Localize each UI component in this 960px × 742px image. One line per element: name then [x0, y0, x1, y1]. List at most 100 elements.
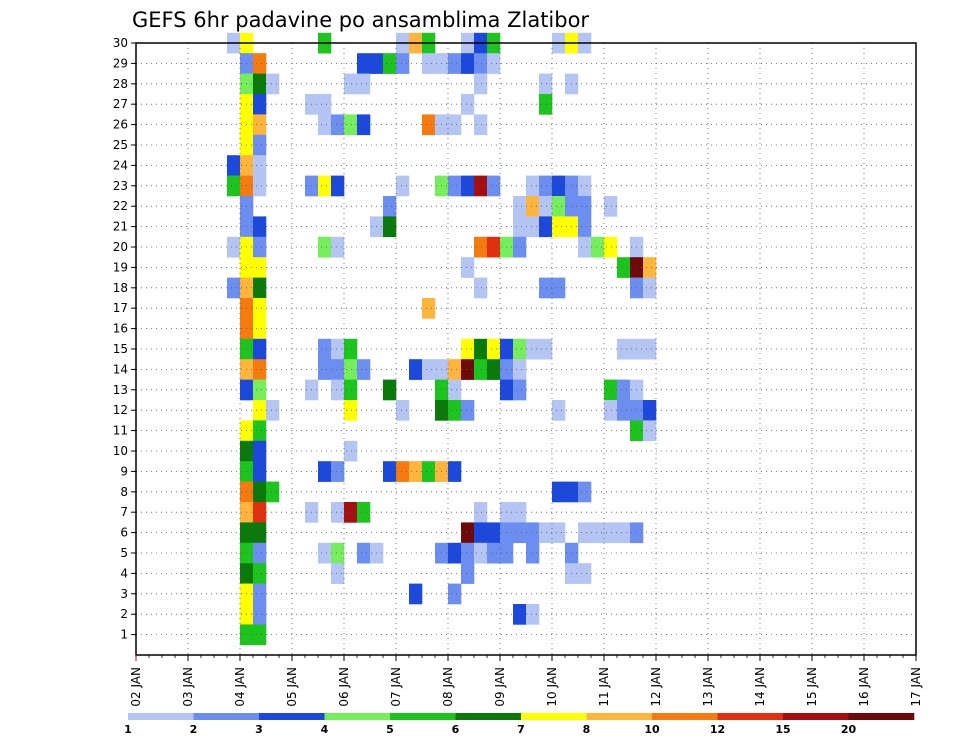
heatmap-cell — [578, 196, 592, 217]
colorbar-swatch — [128, 713, 194, 720]
heatmap-cell — [474, 73, 488, 95]
heatmap-cell — [227, 277, 241, 299]
heatmap-cell — [474, 175, 488, 197]
heatmap-cell — [474, 236, 488, 258]
colorbar-swatch — [652, 713, 718, 720]
heatmap-cell — [253, 318, 267, 340]
x-axis: 02 JAN 03 JAN 04 JAN 05 JAN 06 JAN 07 JAN 08 J… — [129, 655, 923, 707]
heatmap-cell — [253, 73, 267, 95]
heatmap-cell — [448, 53, 462, 74]
y-tick-label: 3 — [120, 587, 128, 601]
heatmap-cell — [383, 196, 397, 217]
heatmap-cell — [331, 461, 345, 482]
y-tick-label: 5 — [120, 546, 128, 560]
heatmap-cell — [513, 522, 527, 544]
heatmap-cell — [487, 542, 501, 564]
heatmap-cell — [422, 53, 436, 74]
colorbar-label: 2 — [190, 723, 198, 736]
heatmap-cell — [604, 379, 618, 401]
chart-title: GEFS 6hr padavine po ansamblima Zlatibor — [132, 8, 589, 32]
heatmap-cell — [422, 359, 436, 380]
y-tick-label: 18 — [113, 281, 128, 295]
heatmap-cell — [448, 114, 462, 136]
heatmap-cell — [604, 522, 618, 544]
heatmap-cell — [617, 522, 631, 544]
heatmap-cell — [357, 359, 371, 380]
y-tick-label: 7 — [120, 505, 128, 519]
heatmap-cell — [591, 236, 605, 258]
y-tick-label: 12 — [113, 403, 128, 417]
heatmap-cell — [461, 338, 475, 360]
heatmap-cell — [253, 440, 267, 462]
heatmap-cell — [253, 216, 267, 238]
heatmap-cell — [253, 155, 267, 176]
heatmap-cell — [331, 359, 345, 380]
heatmap-cell — [539, 94, 553, 115]
heatmap-cell — [383, 53, 397, 74]
x-tick-label: 16 JAN — [857, 667, 871, 707]
heatmap-cell — [526, 604, 540, 625]
heatmap-cell — [253, 563, 267, 584]
y-tick-label: 30 — [113, 36, 128, 50]
heatmap-cell — [487, 236, 501, 258]
heatmap-cell — [461, 522, 475, 544]
heatmap-cell — [344, 338, 358, 360]
heatmap-cell — [318, 359, 332, 380]
heatmap-cell — [643, 277, 657, 299]
heatmap-cell — [253, 461, 267, 482]
y-tick-label: 19 — [113, 260, 128, 274]
heatmap-cell — [318, 542, 332, 564]
x-tick-label: 04 JAN — [233, 667, 247, 707]
heatmap-cells — [227, 32, 657, 646]
heatmap-cell — [331, 542, 345, 564]
heatmap-cell — [448, 400, 462, 421]
heatmap-cell — [487, 53, 501, 74]
heatmap-cell — [474, 522, 488, 544]
heatmap-cell — [513, 502, 527, 523]
y-tick-label: 9 — [120, 464, 128, 478]
heatmap-cell — [513, 236, 527, 258]
heatmap-cell — [331, 563, 345, 584]
heatmap-cell — [318, 338, 332, 360]
heatmap-cell — [253, 175, 267, 197]
heatmap-cell — [357, 73, 371, 95]
heatmap-cell — [526, 216, 540, 238]
heatmap-cell — [539, 175, 553, 197]
colorbar-swatch — [193, 713, 260, 720]
y-tick-label: 23 — [113, 179, 128, 193]
heatmap-cell — [253, 583, 267, 605]
heatmap-cell — [474, 53, 488, 74]
heatmap-cell — [552, 400, 566, 421]
heatmap-cell — [409, 359, 423, 380]
heatmap-cell — [539, 277, 553, 299]
heatmap-cell — [526, 175, 540, 197]
heatmap-cell — [578, 216, 592, 238]
heatmap-cell — [344, 73, 358, 95]
heatmap-cell — [396, 461, 410, 482]
heatmap-cell — [331, 502, 345, 523]
heatmap-cell — [552, 277, 566, 299]
heatmap-cell — [409, 461, 423, 482]
heatmap-cell — [461, 400, 475, 421]
heatmap-cell — [474, 359, 488, 380]
heatmap-cell — [461, 175, 475, 197]
heatmap-cell — [266, 400, 280, 421]
heatmap-cell — [253, 236, 267, 258]
y-tick-label: 26 — [113, 118, 128, 132]
y-tick-label: 11 — [113, 424, 128, 438]
heatmap-cell — [383, 379, 397, 401]
heatmap-cell — [331, 379, 345, 401]
heatmap-cell — [344, 400, 358, 421]
y-tick-label: 6 — [120, 526, 128, 540]
heatmap-cell — [253, 604, 267, 625]
x-tick-label: 09 JAN — [493, 667, 507, 707]
colorbar-label: 8 — [583, 723, 591, 736]
heatmap-cell — [344, 379, 358, 401]
heatmap-cell — [422, 461, 436, 482]
heatmap-cell — [227, 236, 241, 258]
y-tick-label: 16 — [113, 322, 128, 336]
heatmap-cell — [253, 542, 267, 564]
y-tick-label: 15 — [113, 342, 128, 356]
heatmap-cell — [253, 420, 267, 442]
heatmap-cell — [474, 338, 488, 360]
